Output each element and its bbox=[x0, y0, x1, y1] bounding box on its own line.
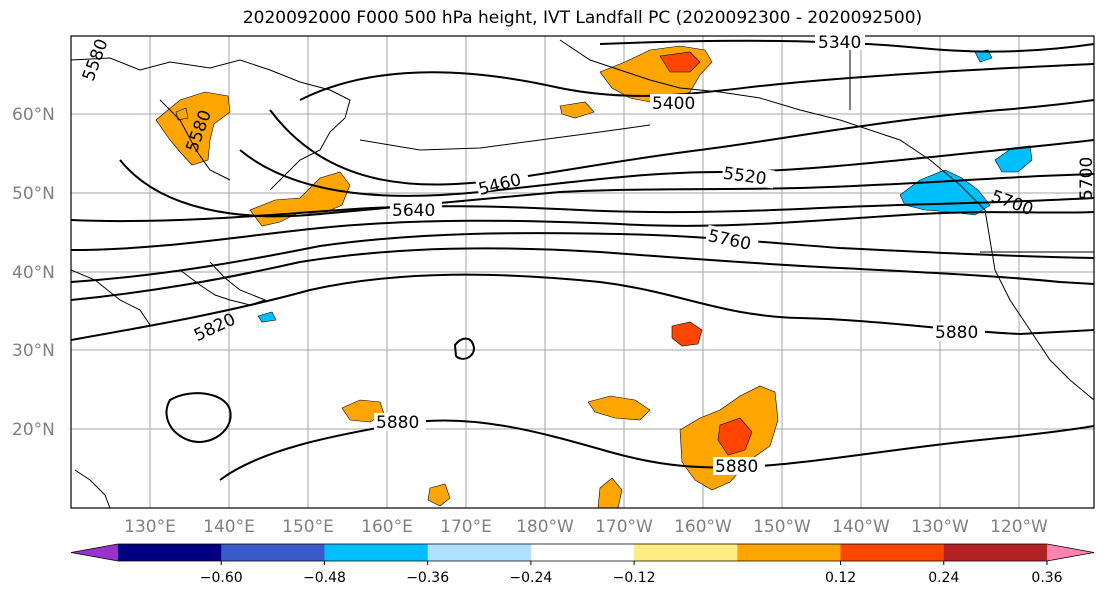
lon-label-120w: 120°W bbox=[990, 517, 1048, 537]
contour-label-5340: 5340 bbox=[818, 33, 861, 53]
colorbar-outline bbox=[70, 543, 1095, 562]
lon-label-180w: 180°W bbox=[516, 517, 574, 537]
lon-label-140e: 140°E bbox=[203, 517, 255, 537]
contour-label-5880-west: 5880 bbox=[376, 413, 419, 433]
coastlines bbox=[71, 36, 1094, 508]
colorbar-tick-label: −0.36 bbox=[406, 570, 449, 586]
lon-label-140w: 140°W bbox=[832, 517, 890, 537]
contour-5880-cell-a bbox=[165, 392, 232, 443]
lat-label-60n: 60°N bbox=[12, 105, 55, 125]
colorbar-tick-label: 0.24 bbox=[928, 570, 959, 586]
colorbar-tick-label: −0.60 bbox=[200, 570, 243, 586]
colorbar-segment bbox=[840, 544, 945, 561]
lon-label-160e: 160°E bbox=[361, 517, 413, 537]
contour-label-5880-south: 5880 bbox=[715, 457, 758, 477]
colorbar-segment bbox=[943, 544, 1048, 561]
contour-5520 bbox=[239, 139, 1094, 197]
contour-label-5400: 5400 bbox=[652, 94, 695, 114]
map-frame bbox=[70, 35, 1095, 509]
ivt-patch-neg-japan bbox=[257, 311, 277, 323]
contour-label-5640: 5640 bbox=[392, 201, 435, 221]
map-title: 2020092000 F000 500 hPa height, IVT Land… bbox=[242, 8, 923, 28]
lat-label-20n: 20°N bbox=[12, 420, 55, 440]
ivt-patch-south bbox=[597, 477, 623, 508]
coast-korea-china bbox=[71, 269, 151, 326]
colorbar-tick-label: −0.24 bbox=[509, 570, 552, 586]
coast-russia bbox=[71, 57, 351, 191]
ivt-patch-alaska-core bbox=[659, 51, 701, 73]
colorbar-segment bbox=[427, 544, 532, 561]
lon-label-130e: 130°E bbox=[124, 517, 176, 537]
ivt-patch-hawaii-core bbox=[717, 417, 753, 456]
colorbar-arrow-high bbox=[1047, 544, 1094, 561]
contour-5460 bbox=[269, 99, 1094, 186]
contour-label-5880-east: 5880 bbox=[935, 323, 978, 343]
colorbar-segment bbox=[118, 544, 222, 561]
colorbar-segment bbox=[221, 544, 325, 561]
coast-alaska bbox=[559, 39, 1094, 401]
lon-label-150w: 150°W bbox=[753, 517, 811, 537]
colorbar-arrow-low bbox=[71, 544, 118, 561]
coast-philippines bbox=[74, 469, 111, 508]
colorbar-segment bbox=[530, 544, 635, 561]
contour-5340 bbox=[599, 39, 1094, 53]
ivt-patch-subtropic-a bbox=[587, 395, 651, 421]
colorbar-tick-label: −0.48 bbox=[303, 570, 346, 586]
contour-5760 bbox=[71, 232, 1094, 283]
contour-5880-south bbox=[219, 419, 1094, 481]
colorbar-tick-label: −0.12 bbox=[613, 570, 656, 586]
longitude-labels: 130°E 140°E 150°E 160°E 170°E 180°W 170°… bbox=[124, 517, 1048, 537]
coast-kamchatka bbox=[159, 99, 231, 181]
ivt-patch-small-2 bbox=[559, 101, 595, 119]
lat-label-30n: 30°N bbox=[12, 341, 55, 361]
lon-label-160w: 160°W bbox=[674, 517, 732, 537]
contour-5880-cell-b bbox=[453, 337, 476, 360]
contour-5880-north bbox=[71, 273, 1094, 341]
lon-label-150e: 150°E bbox=[282, 517, 334, 537]
lat-label-50n: 50°N bbox=[12, 184, 55, 204]
latitude-labels: 20°N 30°N 40°N 50°N 60°N bbox=[12, 105, 55, 440]
contour-5820 bbox=[71, 247, 1094, 301]
lon-label-130w: 130°W bbox=[911, 517, 969, 537]
ivt-patch-subtropic-c bbox=[671, 321, 703, 347]
ivt-patch-kamchatka bbox=[155, 91, 231, 166]
lon-label-170e: 170°E bbox=[440, 517, 492, 537]
colorbar-tick-label: 0.36 bbox=[1031, 570, 1062, 586]
lon-label-170w: 170°W bbox=[595, 517, 653, 537]
colorbar: −0.60−0.48−0.36−0.24−0.120.120.240.360.4… bbox=[70, 543, 1095, 586]
contour-5640 bbox=[71, 197, 1094, 223]
colorbar-segment bbox=[737, 544, 842, 561]
contour-label-5700-edge: 5700 bbox=[1077, 157, 1097, 200]
colorbar-segment bbox=[634, 544, 738, 561]
contour-5700 bbox=[71, 211, 1094, 251]
coast-aleutians bbox=[359, 124, 651, 151]
contour-5580 bbox=[119, 159, 1094, 218]
colorbar-tick-label: 0.12 bbox=[825, 570, 856, 586]
lat-label-40n: 40°N bbox=[12, 263, 55, 283]
colorbar-segment bbox=[324, 544, 429, 561]
ivt-patch-south-b bbox=[427, 483, 451, 507]
ivt-patch-kuril bbox=[249, 171, 351, 227]
